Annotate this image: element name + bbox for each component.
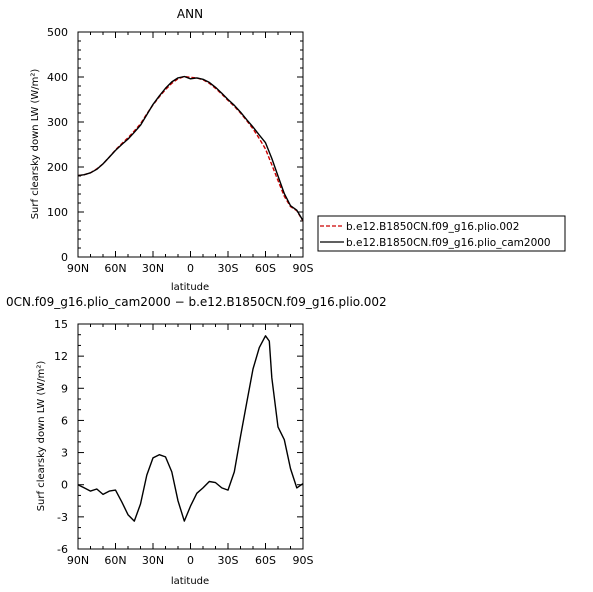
top-x-tick-label: 90N	[67, 262, 89, 275]
bottom-y-tick-label: 6	[61, 414, 68, 427]
bottom-y-tick-label: -3	[57, 511, 68, 524]
bottom-x-tick-label: 60S	[255, 554, 276, 567]
bottom-y-tick-label: 12	[54, 350, 68, 363]
top-axes-layer: 90N 60N 30N 0 30S 60S 90S 0 100 200 300 400 500	[47, 26, 314, 275]
top-panel: ANN Surf clearsky down LW (W/m²) latitud…	[30, 7, 314, 293]
top-chart-title: ANN	[177, 7, 203, 21]
top-x-axis-label: latitude	[171, 282, 209, 293]
top-y-tick-label: 300	[47, 116, 68, 129]
bottom-x-tick-label: 0	[187, 554, 194, 567]
top-x-tick-label: 30N	[142, 262, 164, 275]
bottom-y-tick-label: 3	[61, 447, 68, 460]
legend: b.e12.B1850CN.f09_g16.plio.002 b.e12.B18…	[317, 215, 566, 252]
top-series-line-solid-1	[77, 75, 304, 221]
top-y-tick-label: 500	[47, 26, 68, 39]
top-x-tick-label: 60S	[255, 262, 276, 275]
top-y-axis-label: Surf clearsky down LW (W/m²)	[30, 69, 41, 220]
bottom-y-axis-label: Surf clearsky down LW (W/m²)	[36, 361, 47, 512]
bottom-panel: 0CN.f09_g16.plio_cam2000 − b.e12.B1850CN…	[6, 295, 387, 587]
legend-label-plio-002: b.e12.B1850CN.f09_g16.plio.002	[346, 221, 519, 233]
top-y-tick-label: 100	[47, 206, 68, 219]
bottom-series-layer	[77, 335, 304, 522]
legend-label-plio-cam2000: b.e12.B1850CN.f09_g16.plio_cam2000	[346, 237, 551, 249]
top-y-tick-label: 400	[47, 71, 68, 84]
bottom-y-tick-label: 0	[61, 479, 68, 492]
bottom-y-tick-label: 9	[61, 382, 68, 395]
top-series-layer	[77, 75, 304, 222]
bottom-x-axis-label: latitude	[171, 576, 209, 587]
bottom-x-tick-label: 60N	[104, 554, 126, 567]
bottom-x-tick-label: 30N	[142, 554, 164, 567]
bottom-axes-layer: 90N 60N 30N 0 30S 60S 90S -6 -3 0 3 6 9 12 15	[54, 318, 314, 567]
top-x-tick-label: 90S	[293, 262, 314, 275]
bottom-y-tick-label: -6	[57, 543, 68, 556]
top-series-line-dashed-0	[77, 75, 304, 222]
top-x-tick-label: 30S	[218, 262, 239, 275]
top-y-tick-label: 0	[61, 251, 68, 264]
bottom-x-tick-label: 30S	[218, 554, 239, 567]
bottom-x-tick-label: 90N	[67, 554, 89, 567]
top-y-tick-label: 200	[47, 161, 68, 174]
bottom-x-tick-label: 90S	[293, 554, 314, 567]
bottom-chart-title: 0CN.f09_g16.plio_cam2000 − b.e12.B1850CN…	[6, 295, 387, 309]
top-x-tick-label: 60N	[104, 262, 126, 275]
top-plot-frame	[77, 31, 304, 258]
bottom-plot-frame	[77, 323, 304, 550]
bottom-series-line-solid-0	[77, 335, 304, 522]
bottom-y-tick-label: 15	[54, 318, 68, 331]
legend-box	[317, 215, 566, 252]
top-x-tick-label: 0	[187, 262, 194, 275]
